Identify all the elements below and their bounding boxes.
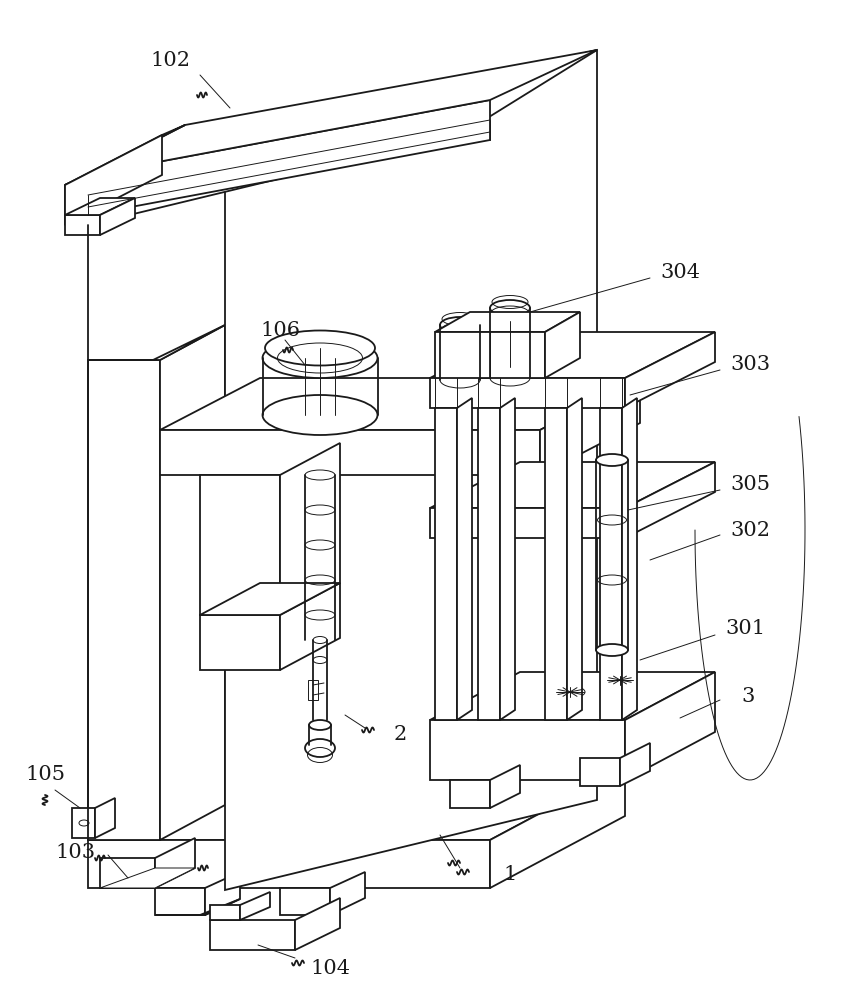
Polygon shape xyxy=(65,198,135,215)
Polygon shape xyxy=(200,583,340,615)
Polygon shape xyxy=(430,378,625,408)
Text: 102: 102 xyxy=(150,50,190,70)
Polygon shape xyxy=(295,898,340,950)
Ellipse shape xyxy=(305,470,335,480)
Ellipse shape xyxy=(596,644,628,656)
Polygon shape xyxy=(160,325,225,840)
Polygon shape xyxy=(500,398,515,720)
Ellipse shape xyxy=(596,454,628,466)
Polygon shape xyxy=(200,475,280,615)
Polygon shape xyxy=(330,872,365,915)
Text: 2: 2 xyxy=(393,726,407,744)
Polygon shape xyxy=(88,840,490,888)
Text: 305: 305 xyxy=(730,476,770,494)
Text: 1: 1 xyxy=(504,865,516,884)
Polygon shape xyxy=(88,325,225,360)
Ellipse shape xyxy=(263,338,377,378)
Ellipse shape xyxy=(555,686,585,698)
Polygon shape xyxy=(430,508,625,538)
Ellipse shape xyxy=(490,300,530,316)
Text: 304: 304 xyxy=(660,262,700,282)
Polygon shape xyxy=(430,332,715,378)
Ellipse shape xyxy=(440,372,480,388)
Polygon shape xyxy=(620,743,650,786)
Polygon shape xyxy=(88,50,597,175)
Polygon shape xyxy=(72,808,95,838)
Polygon shape xyxy=(160,430,540,475)
Polygon shape xyxy=(205,872,240,915)
Polygon shape xyxy=(95,798,115,838)
Ellipse shape xyxy=(606,674,634,686)
Text: 104: 104 xyxy=(310,958,350,978)
Polygon shape xyxy=(100,858,155,888)
Ellipse shape xyxy=(263,395,377,435)
Polygon shape xyxy=(450,780,490,808)
Polygon shape xyxy=(280,443,340,615)
Polygon shape xyxy=(65,135,162,225)
Polygon shape xyxy=(65,175,88,225)
Text: 103: 103 xyxy=(55,842,95,861)
Polygon shape xyxy=(65,215,100,235)
Ellipse shape xyxy=(265,330,375,365)
Polygon shape xyxy=(88,50,597,225)
Polygon shape xyxy=(88,360,160,840)
Text: 106: 106 xyxy=(260,320,300,340)
Text: 3: 3 xyxy=(741,686,755,706)
Polygon shape xyxy=(88,100,490,215)
Polygon shape xyxy=(490,768,625,888)
Polygon shape xyxy=(210,905,240,920)
Ellipse shape xyxy=(309,720,331,730)
Polygon shape xyxy=(625,672,715,780)
Polygon shape xyxy=(200,615,280,670)
Polygon shape xyxy=(478,408,500,720)
Polygon shape xyxy=(280,888,330,915)
Text: 303: 303 xyxy=(730,356,770,374)
Polygon shape xyxy=(457,398,472,720)
Polygon shape xyxy=(567,398,582,720)
Polygon shape xyxy=(625,462,715,538)
Polygon shape xyxy=(100,198,135,235)
Text: 105: 105 xyxy=(25,766,65,784)
Text: 302: 302 xyxy=(730,520,770,540)
Polygon shape xyxy=(100,868,195,888)
Polygon shape xyxy=(280,583,340,670)
Polygon shape xyxy=(622,398,637,720)
Text: 301: 301 xyxy=(725,618,765,638)
Polygon shape xyxy=(88,768,625,840)
Polygon shape xyxy=(155,888,205,915)
Polygon shape xyxy=(600,408,622,720)
Polygon shape xyxy=(65,125,185,185)
Polygon shape xyxy=(240,892,270,920)
Ellipse shape xyxy=(313,637,327,644)
Polygon shape xyxy=(155,838,195,888)
Polygon shape xyxy=(435,312,580,332)
Polygon shape xyxy=(210,920,295,950)
Polygon shape xyxy=(545,408,567,720)
Polygon shape xyxy=(225,50,597,890)
Polygon shape xyxy=(625,332,715,408)
Polygon shape xyxy=(430,462,715,508)
Ellipse shape xyxy=(305,739,335,757)
Ellipse shape xyxy=(490,370,530,386)
Polygon shape xyxy=(430,672,715,720)
Polygon shape xyxy=(435,332,545,378)
Polygon shape xyxy=(430,720,625,780)
Polygon shape xyxy=(540,378,640,475)
Ellipse shape xyxy=(79,820,89,826)
Ellipse shape xyxy=(440,317,480,333)
Polygon shape xyxy=(435,408,457,720)
Polygon shape xyxy=(580,758,620,786)
Polygon shape xyxy=(160,378,640,430)
Polygon shape xyxy=(545,312,580,378)
Polygon shape xyxy=(308,680,318,700)
Polygon shape xyxy=(490,765,520,808)
Polygon shape xyxy=(155,899,240,915)
